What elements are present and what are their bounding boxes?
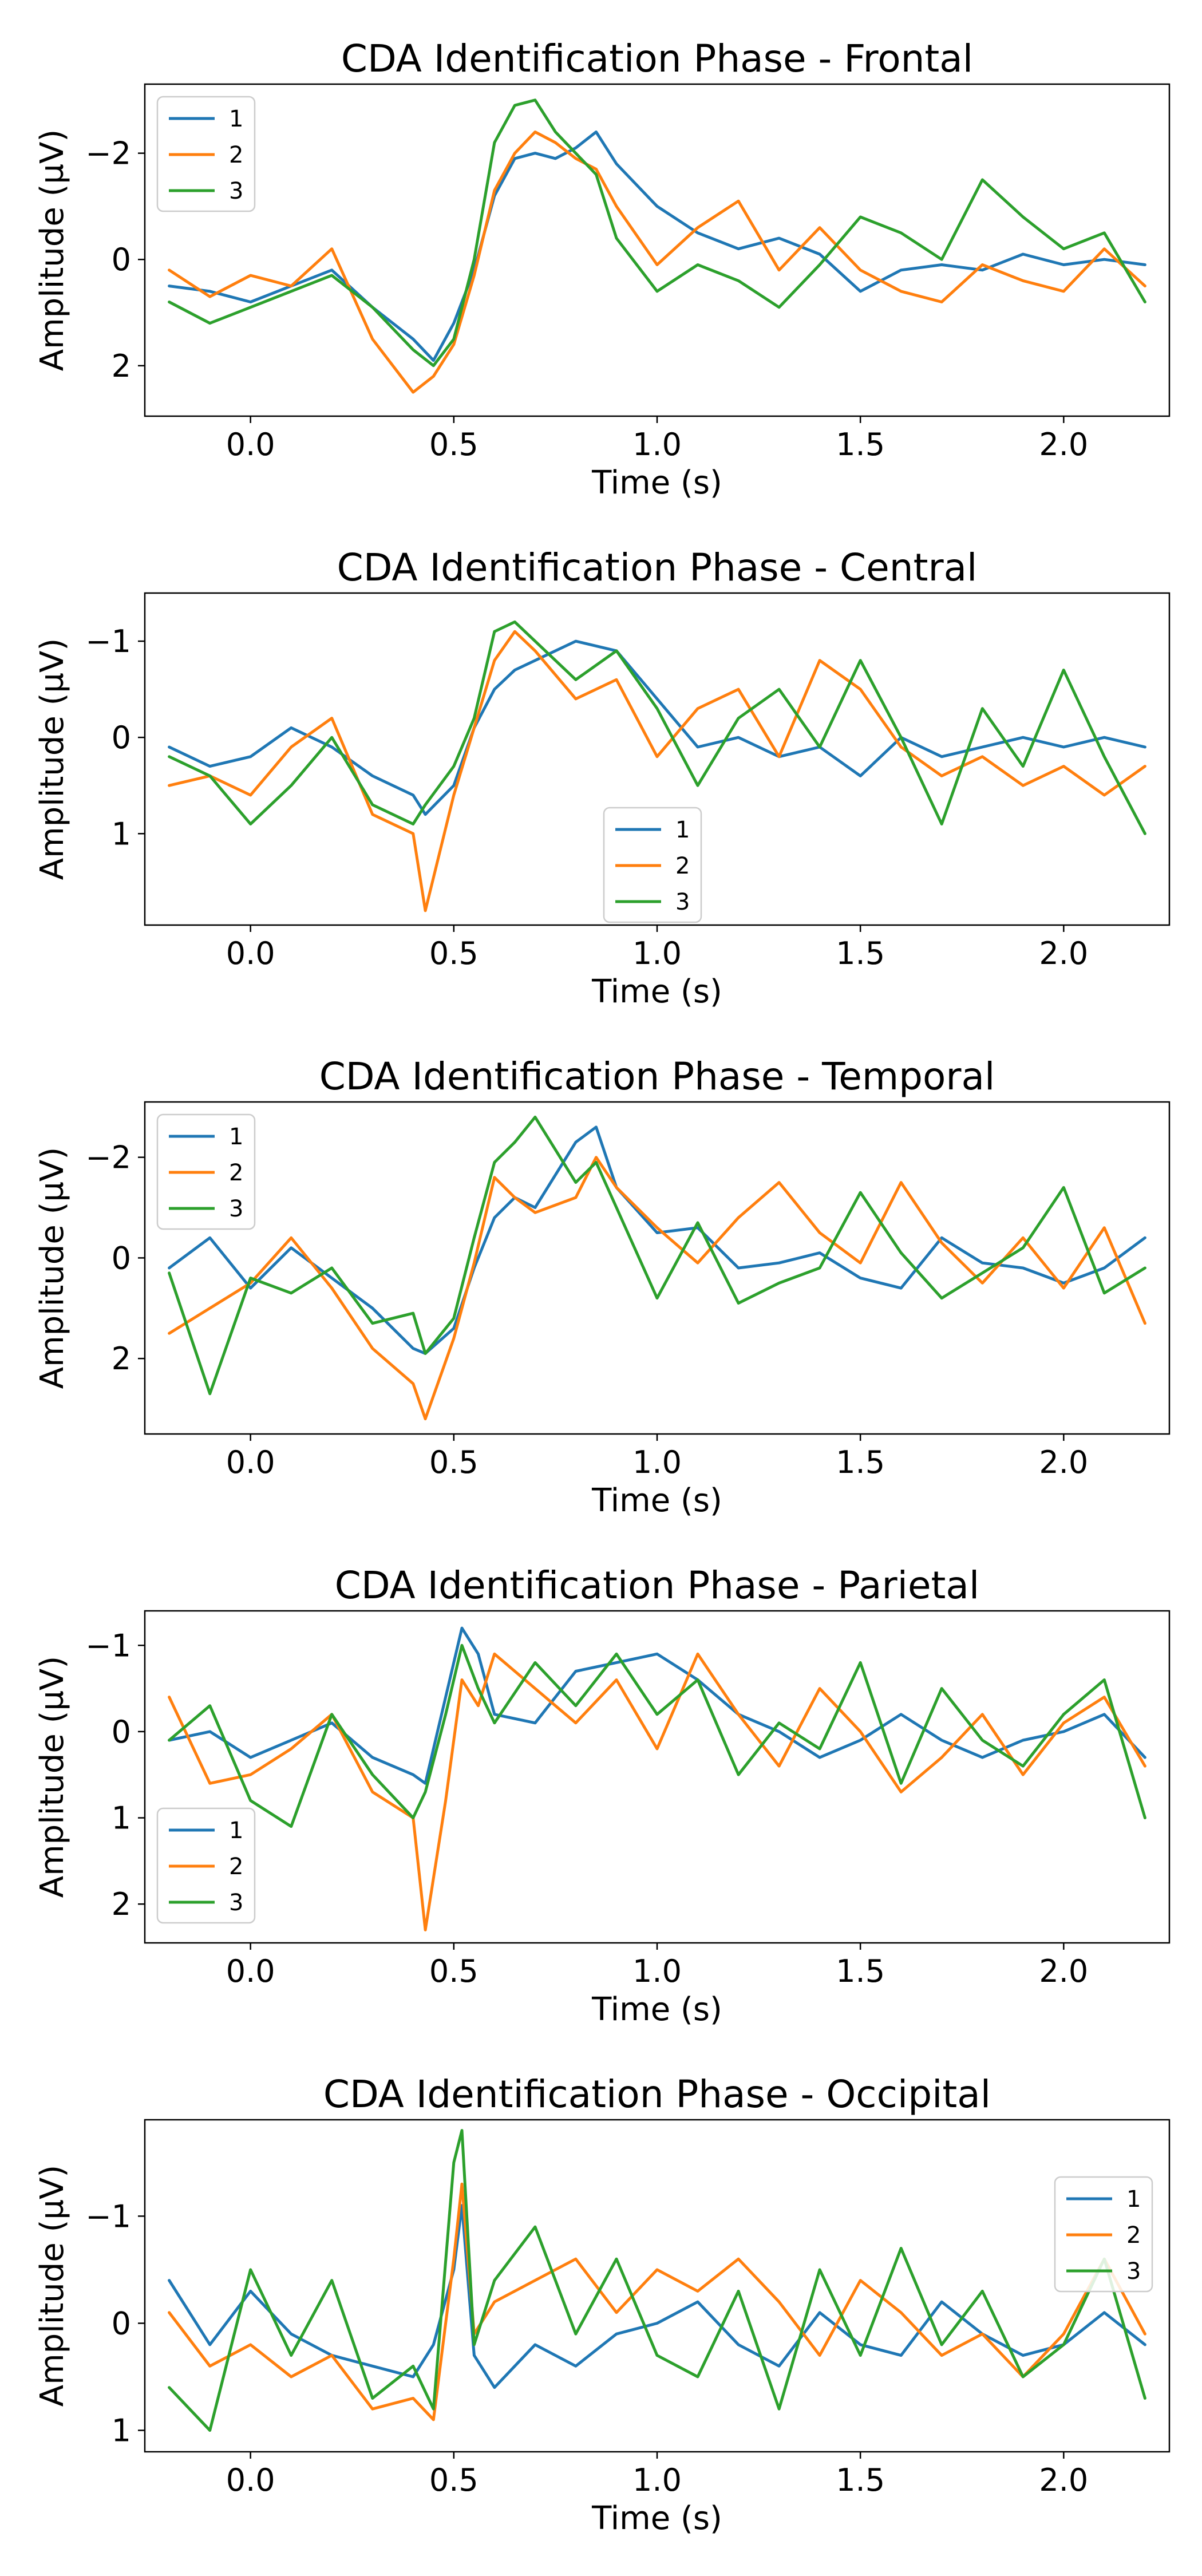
y-tick-label: −1 — [85, 623, 131, 659]
legend: 1 2 3 — [156, 1113, 256, 1230]
y-axis-label: Amplitude (µV) — [34, 1656, 71, 1898]
legend-label: 1 — [1126, 2186, 1141, 2212]
x-tick-label: 0.0 — [226, 935, 275, 971]
legend: 1 2 3 — [156, 96, 256, 212]
series-group — [168, 98, 1146, 394]
x-tick-label: 0.5 — [429, 1444, 479, 1480]
x-tick-label: 2.0 — [1039, 2462, 1088, 2498]
legend-label: 1 — [675, 817, 690, 843]
x-tick-label: 0.5 — [429, 1953, 479, 1989]
y-tick-label: −1 — [85, 1627, 131, 1664]
x-tick-label: 0.5 — [429, 935, 479, 971]
chart-panel: CDA Identification Phase - Temporal 0.0 0.… — [34, 1054, 1171, 1519]
legend-label: 2 — [1126, 2222, 1141, 2249]
x-tick-label: 1.0 — [632, 935, 682, 971]
x-axis-label: Time (s) — [591, 1991, 722, 2028]
x-tick-label: 1.0 — [632, 2462, 682, 2498]
x-tick-label: 1.5 — [836, 426, 885, 463]
series-line-3 — [168, 1115, 1146, 1396]
x-tick-label: 0.0 — [226, 1444, 275, 1480]
series-line-2 — [168, 2182, 1146, 2421]
chart-panel: CDA Identification Phase - Parietal 0.0 0.… — [34, 1563, 1171, 2028]
x-tick-label: 0.0 — [226, 2462, 275, 2498]
series-line-3 — [168, 2129, 1146, 2432]
y-tick-label: 1 — [112, 1800, 131, 1836]
x-tick-label: 2.0 — [1039, 426, 1088, 463]
series-line-2 — [168, 1652, 1146, 1931]
legend-label: 2 — [229, 1854, 243, 1880]
series-group — [168, 2129, 1146, 2432]
chart-title: CDA Identification Phase - Frontal — [341, 37, 973, 81]
legend: 1 2 3 — [1054, 2176, 1153, 2293]
x-tick-label: 1.0 — [632, 426, 682, 463]
x-tick-label: 1.5 — [836, 2462, 885, 2498]
y-tick-label: 2 — [112, 1886, 131, 1922]
x-axis-label: Time (s) — [591, 2500, 722, 2537]
x-tick-label: 1.0 — [632, 1444, 682, 1480]
series-line-3 — [168, 98, 1146, 368]
chart-title: CDA Identification Phase - Parietal — [335, 1563, 979, 1607]
y-tick-label: −2 — [85, 1140, 131, 1176]
y-tick-label: 0 — [112, 2305, 131, 2341]
chart-title: CDA Identification Phase - Central — [337, 546, 978, 590]
y-tick-label: 1 — [112, 2413, 131, 2449]
y-tick-label: 0 — [112, 1240, 131, 1276]
y-tick-label: 2 — [112, 1341, 131, 1377]
x-axis-label: Time (s) — [591, 973, 722, 1010]
y-tick-label: 2 — [112, 348, 131, 384]
chart-panel: CDA Identification Phase - Central 0.0 0.5… — [34, 546, 1171, 1010]
legend-label: 1 — [229, 1818, 243, 1844]
series-line-3 — [168, 1643, 1146, 1828]
series-line-1 — [168, 1626, 1146, 1785]
chart-panel: CDA Identification Phase - Occipital 0.0 0… — [34, 2072, 1171, 2537]
y-tick-label: 0 — [112, 242, 131, 278]
y-axis-label: Amplitude (µV) — [34, 638, 71, 880]
y-tick-label: 0 — [112, 720, 131, 756]
legend-label: 3 — [229, 1890, 243, 1916]
legend-label: 2 — [675, 853, 690, 879]
series-group — [168, 1115, 1146, 1421]
y-axis-label: Amplitude (µV) — [34, 129, 71, 371]
y-tick-label: 1 — [112, 816, 131, 852]
series-group — [168, 620, 1146, 912]
x-tick-label: 0.5 — [429, 2462, 479, 2498]
y-axis-label: Amplitude (µV) — [34, 2165, 71, 2407]
legend-label: 1 — [229, 106, 243, 132]
x-axis-label: Time (s) — [591, 464, 722, 501]
x-tick-label: 1.5 — [836, 935, 885, 971]
x-tick-label: 2.0 — [1039, 1444, 1088, 1480]
legend-label: 2 — [229, 142, 243, 168]
x-tick-label: 2.0 — [1039, 935, 1088, 971]
series-line-3 — [168, 620, 1146, 835]
legend-label: 3 — [229, 1196, 243, 1222]
x-tick-label: 0.5 — [429, 426, 479, 463]
legend-label: 3 — [1126, 2258, 1141, 2285]
legend-label: 1 — [229, 1124, 243, 1150]
x-tick-label: 0.0 — [226, 1953, 275, 1989]
series-group — [168, 1626, 1146, 1931]
legend: 1 2 3 — [603, 807, 702, 923]
y-axis-label: Amplitude (µV) — [34, 1147, 71, 1389]
legend-label: 3 — [229, 178, 243, 204]
series-line-2 — [168, 1156, 1146, 1421]
y-tick-label: −1 — [85, 2198, 131, 2234]
x-tick-label: 1.0 — [632, 1953, 682, 1989]
series-line-1 — [168, 1125, 1146, 1355]
x-tick-label: 1.5 — [836, 1953, 885, 1989]
legend-label: 2 — [229, 1160, 243, 1186]
x-axis-label: Time (s) — [591, 1482, 722, 1519]
legend: 1 2 3 — [156, 1807, 256, 1924]
series-line-1 — [168, 639, 1146, 816]
x-tick-label: 0.0 — [226, 426, 275, 463]
x-tick-label: 1.5 — [836, 1444, 885, 1480]
y-tick-label: −2 — [85, 136, 131, 172]
y-tick-label: 0 — [112, 1714, 131, 1750]
legend-label: 3 — [675, 889, 690, 915]
chart-title: CDA Identification Phase - Occipital — [323, 2072, 991, 2116]
chart-panel: CDA Identification Phase - Frontal 0.0 0.5… — [34, 37, 1171, 501]
chart-title: CDA Identification Phase - Temporal — [319, 1054, 995, 1099]
x-tick-label: 2.0 — [1039, 1953, 1088, 1989]
